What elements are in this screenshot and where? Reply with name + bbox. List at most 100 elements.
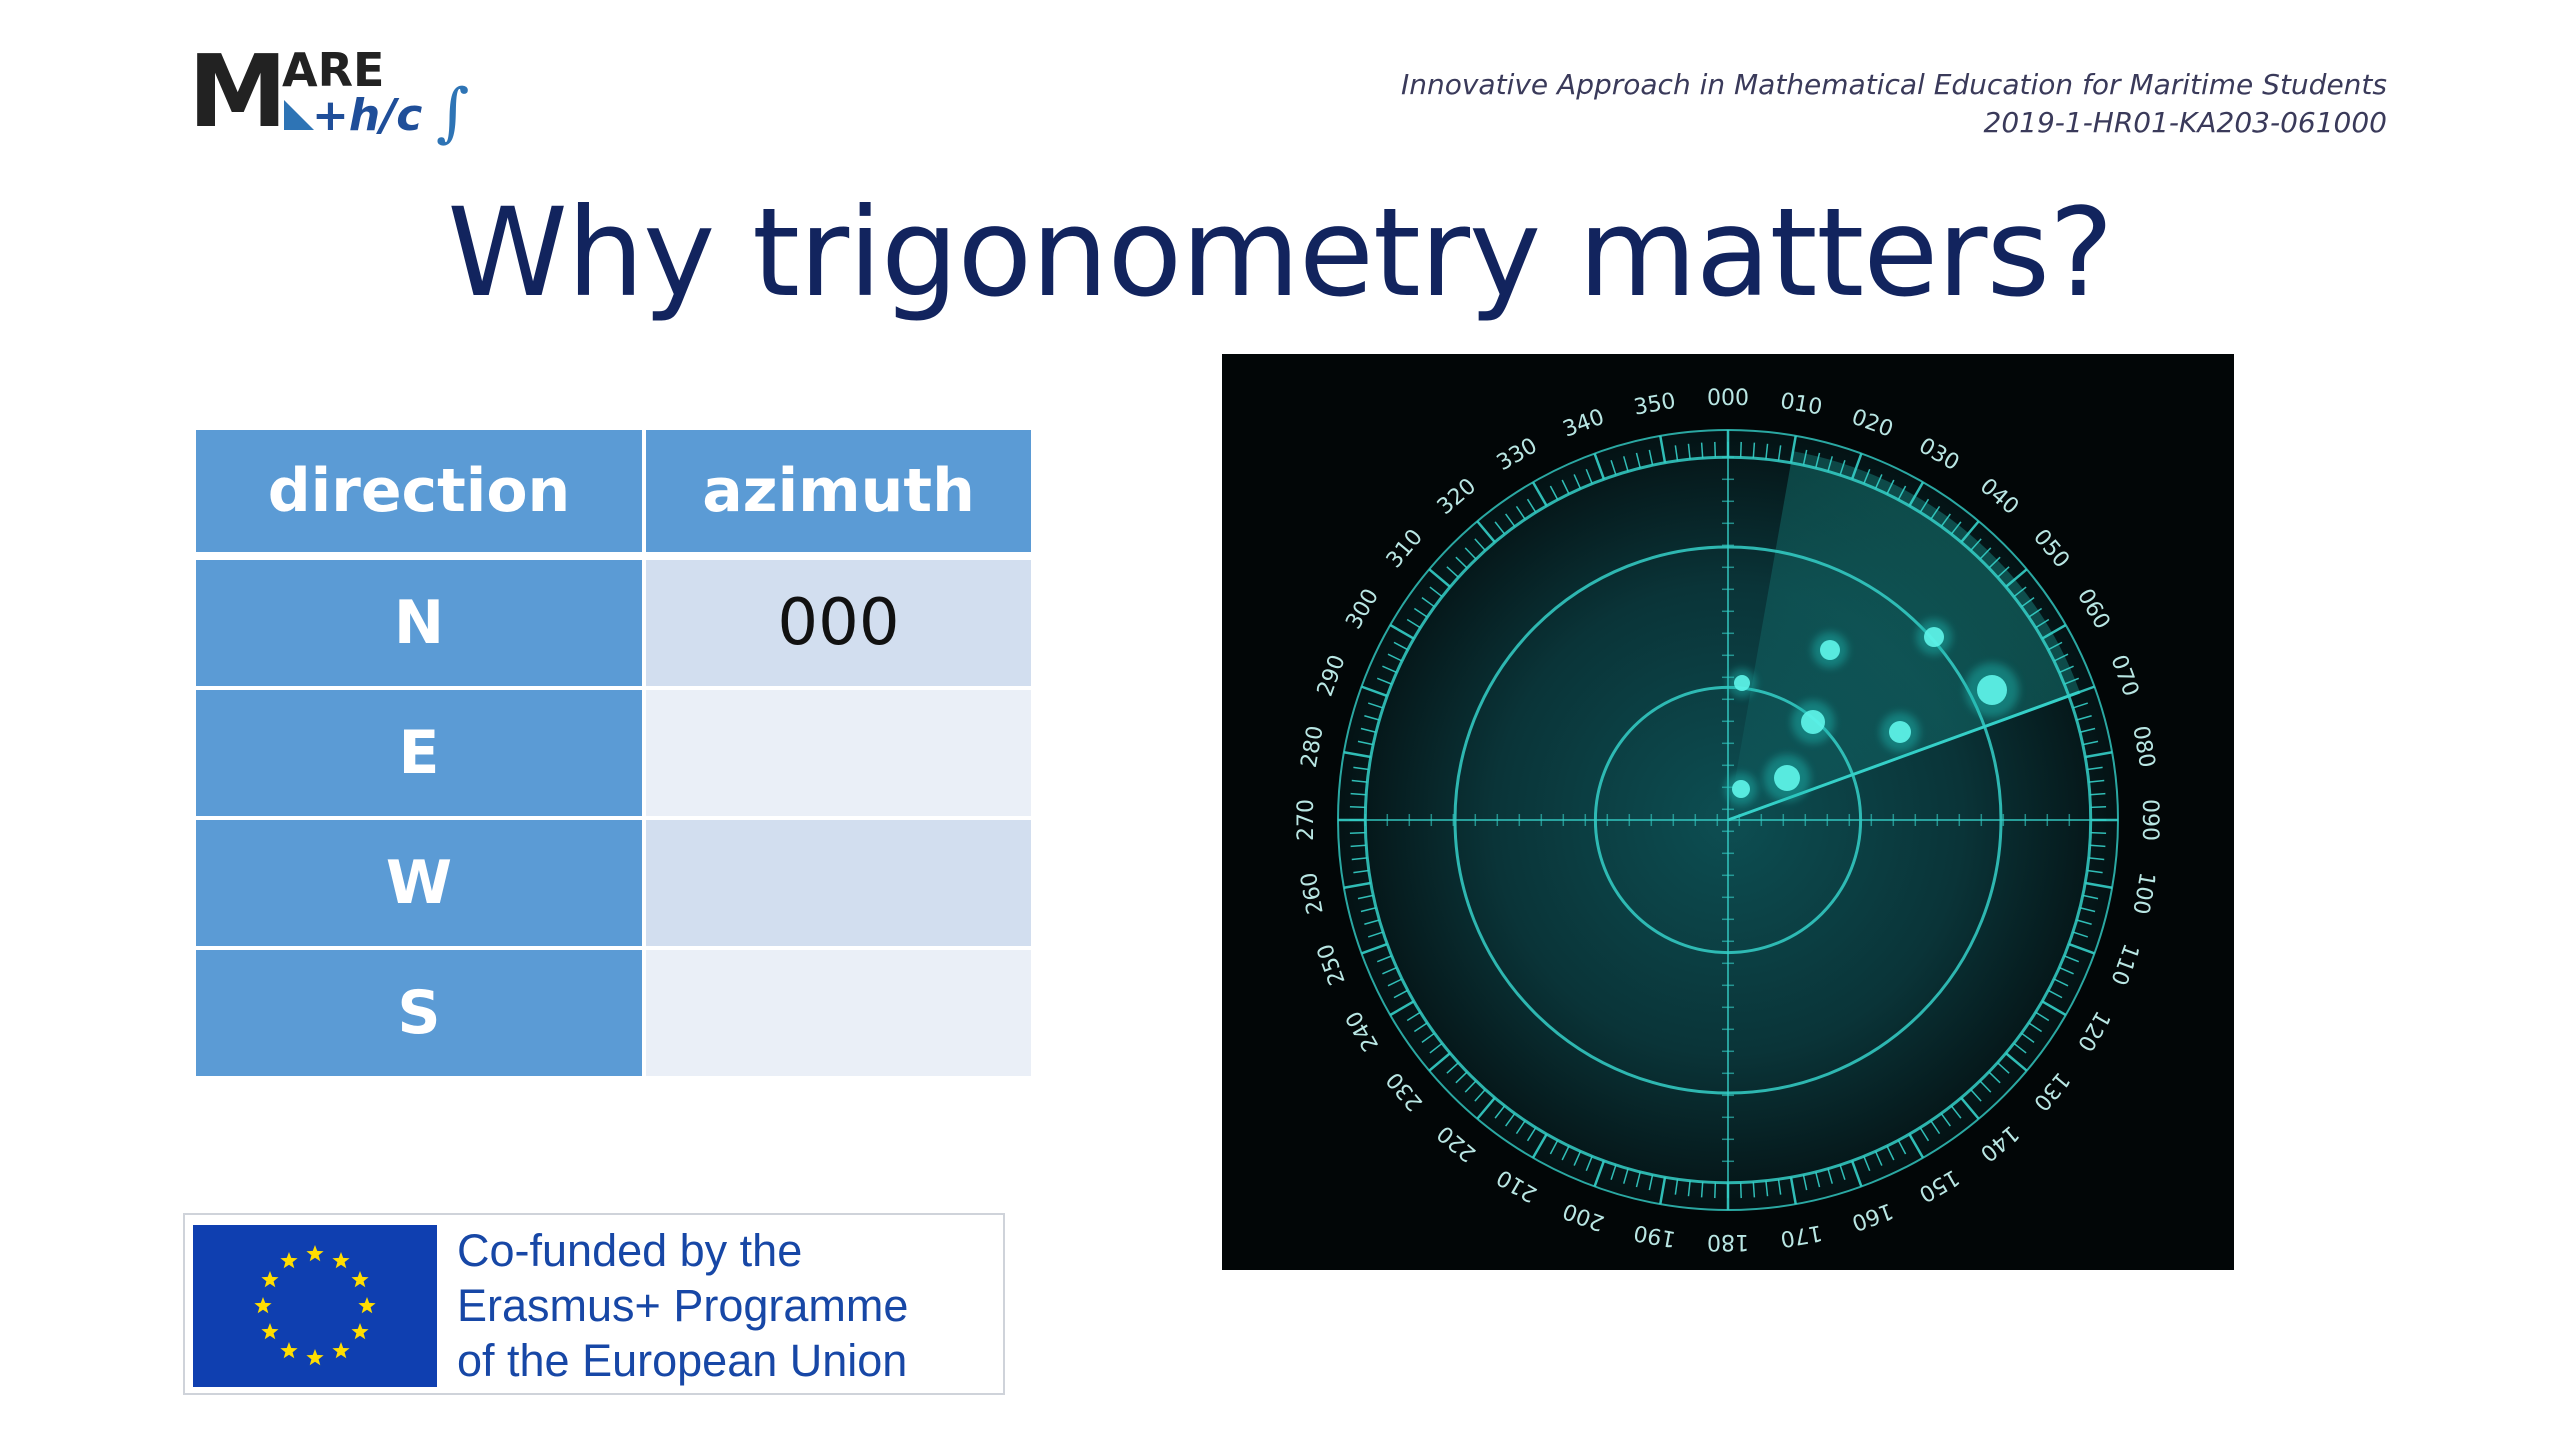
radar-scale-tick — [1585, 468, 1593, 484]
radar-scale-tick — [1387, 653, 1403, 662]
radar-scale-tick — [1850, 1160, 1863, 1187]
radar-scale-tick — [1908, 481, 1925, 507]
table-header-row: direction azimuth — [196, 430, 1031, 560]
radar-scale-tick — [1357, 894, 1374, 900]
radar-scale-tick — [1739, 1182, 1742, 1199]
radar-scale-tick — [1988, 1071, 2001, 1084]
radar-scale-tick — [1960, 520, 1980, 543]
radar-scale-tick — [2041, 1000, 2067, 1017]
radar-scale-tick — [1739, 441, 1742, 458]
radar-scale-tick — [2053, 653, 2069, 662]
radar-blip — [1732, 780, 1750, 798]
radar-scale-tick — [1429, 586, 1443, 598]
radar-scale-tick — [2084, 751, 2113, 759]
radar-scale-tick — [1526, 1127, 1537, 1142]
radar-blip — [1774, 765, 1800, 791]
radar-scale-tick — [1950, 1105, 1962, 1119]
radar-scale-tick — [1428, 568, 1451, 588]
radar-blip — [1977, 675, 2007, 705]
radar-scale-tick — [1789, 435, 1797, 464]
logo-letters-are: ARE — [282, 43, 384, 97]
radar-degree-label: 090 — [2137, 799, 2162, 841]
radar-scale-tick — [2005, 1052, 2028, 1072]
radar-scale-tick — [1950, 521, 1962, 535]
radar-scale-tick — [2087, 766, 2103, 771]
logo-triangle — [284, 100, 314, 130]
radar-scale-tick — [1839, 1164, 1846, 1181]
radar-scale-tick — [2076, 715, 2092, 721]
radar-scale-tick — [2082, 740, 2099, 746]
radar-degree-label: 270 — [1294, 799, 1319, 841]
radar-scale-tick — [2079, 907, 2096, 913]
radar-scale-tick — [1389, 1000, 1415, 1017]
header-direction: direction — [196, 430, 646, 560]
radar-scale-tick — [1526, 498, 1537, 513]
radar-scale-tick — [1988, 556, 2001, 569]
radar-scale-tick — [1752, 442, 1756, 459]
radar-scale-tick — [1979, 1080, 1992, 1093]
radar-scale-tick — [1839, 459, 1846, 476]
radar-scale-tick — [2064, 955, 2080, 963]
radar-scale-tick — [1353, 869, 1369, 874]
radar-scale-tick — [1593, 453, 1606, 480]
radar-scale-tick — [1382, 665, 1397, 674]
radar-scale-tick — [2072, 931, 2089, 938]
radar-scale-tick — [1802, 1174, 1808, 1191]
radar-scale-tick — [1573, 1151, 1582, 1166]
radar-scale-tick — [1863, 468, 1871, 484]
eu-star-icon — [351, 1323, 369, 1340]
radar-scale-tick — [1610, 459, 1617, 476]
radar-scale-tick — [1802, 449, 1808, 466]
radar-scale-tick — [1515, 505, 1526, 520]
radar-scale-tick — [1659, 435, 1667, 464]
radar-scale-tick — [1476, 1097, 1496, 1120]
eu-star-icon — [358, 1297, 376, 1314]
table-row: S — [196, 950, 1031, 1080]
radar-scale-tick — [1421, 1032, 1436, 1043]
radar-scale-tick — [1343, 881, 1372, 889]
radar-scale-tick — [1930, 1120, 1941, 1135]
radar-scale-tick — [1674, 1179, 1679, 1195]
radar-blip — [1924, 627, 1944, 647]
eu-star-icon — [280, 1342, 298, 1359]
radar-scale-tick — [1930, 505, 1941, 520]
radar-scale-tick — [1389, 623, 1415, 640]
radar-scale-tick — [2059, 966, 2074, 975]
radar-scale-tick — [1623, 1168, 1629, 1184]
radar-scale-tick — [1659, 1176, 1667, 1205]
azimuth-cell — [646, 690, 1031, 820]
radar-scale-tick — [1700, 442, 1704, 459]
radar-scale-tick — [1752, 1181, 1756, 1198]
radar-scale-tick — [1353, 766, 1369, 771]
radar-scale-tick — [1765, 443, 1769, 460]
radar-scale-tick — [1360, 907, 1377, 913]
radar-scale-tick — [1446, 566, 1459, 578]
table-row: E — [196, 690, 1031, 820]
radar-scale-tick — [1531, 1133, 1548, 1159]
radar-scale-tick — [1376, 955, 1392, 963]
radar-scale-tick — [1874, 1151, 1883, 1166]
radar-scale-tick — [1777, 445, 1782, 461]
radar-scale-tick — [1455, 556, 1468, 569]
radar-scale-tick — [1387, 978, 1403, 987]
radar-scale-tick — [2035, 618, 2050, 629]
radar-scale-tick — [2079, 727, 2096, 733]
logo-integral: ∫ — [436, 76, 469, 150]
table-row: W — [196, 820, 1031, 950]
direction-cell: N — [196, 560, 646, 690]
radar-scale-tick — [1561, 1145, 1570, 1161]
table-row: N 000 — [196, 560, 1031, 690]
radar-scale-tick — [1364, 715, 1380, 721]
azimuth-cell — [646, 950, 1031, 1080]
radar-scale-tick — [1561, 479, 1570, 495]
radar-scale-tick — [1549, 1139, 1559, 1155]
radar-scale-tick — [2053, 978, 2069, 987]
radar-scale-tick — [2013, 586, 2027, 598]
radar-scale-tick — [1714, 441, 1717, 458]
radar-scale-tick — [2084, 881, 2113, 889]
radar-scale-tick — [1573, 474, 1582, 489]
radar-scale-tick — [1476, 520, 1496, 543]
radar-scale-tick — [1364, 919, 1380, 925]
radar-scale-tick — [1494, 521, 1506, 535]
radar-scale-tick — [1376, 677, 1392, 685]
